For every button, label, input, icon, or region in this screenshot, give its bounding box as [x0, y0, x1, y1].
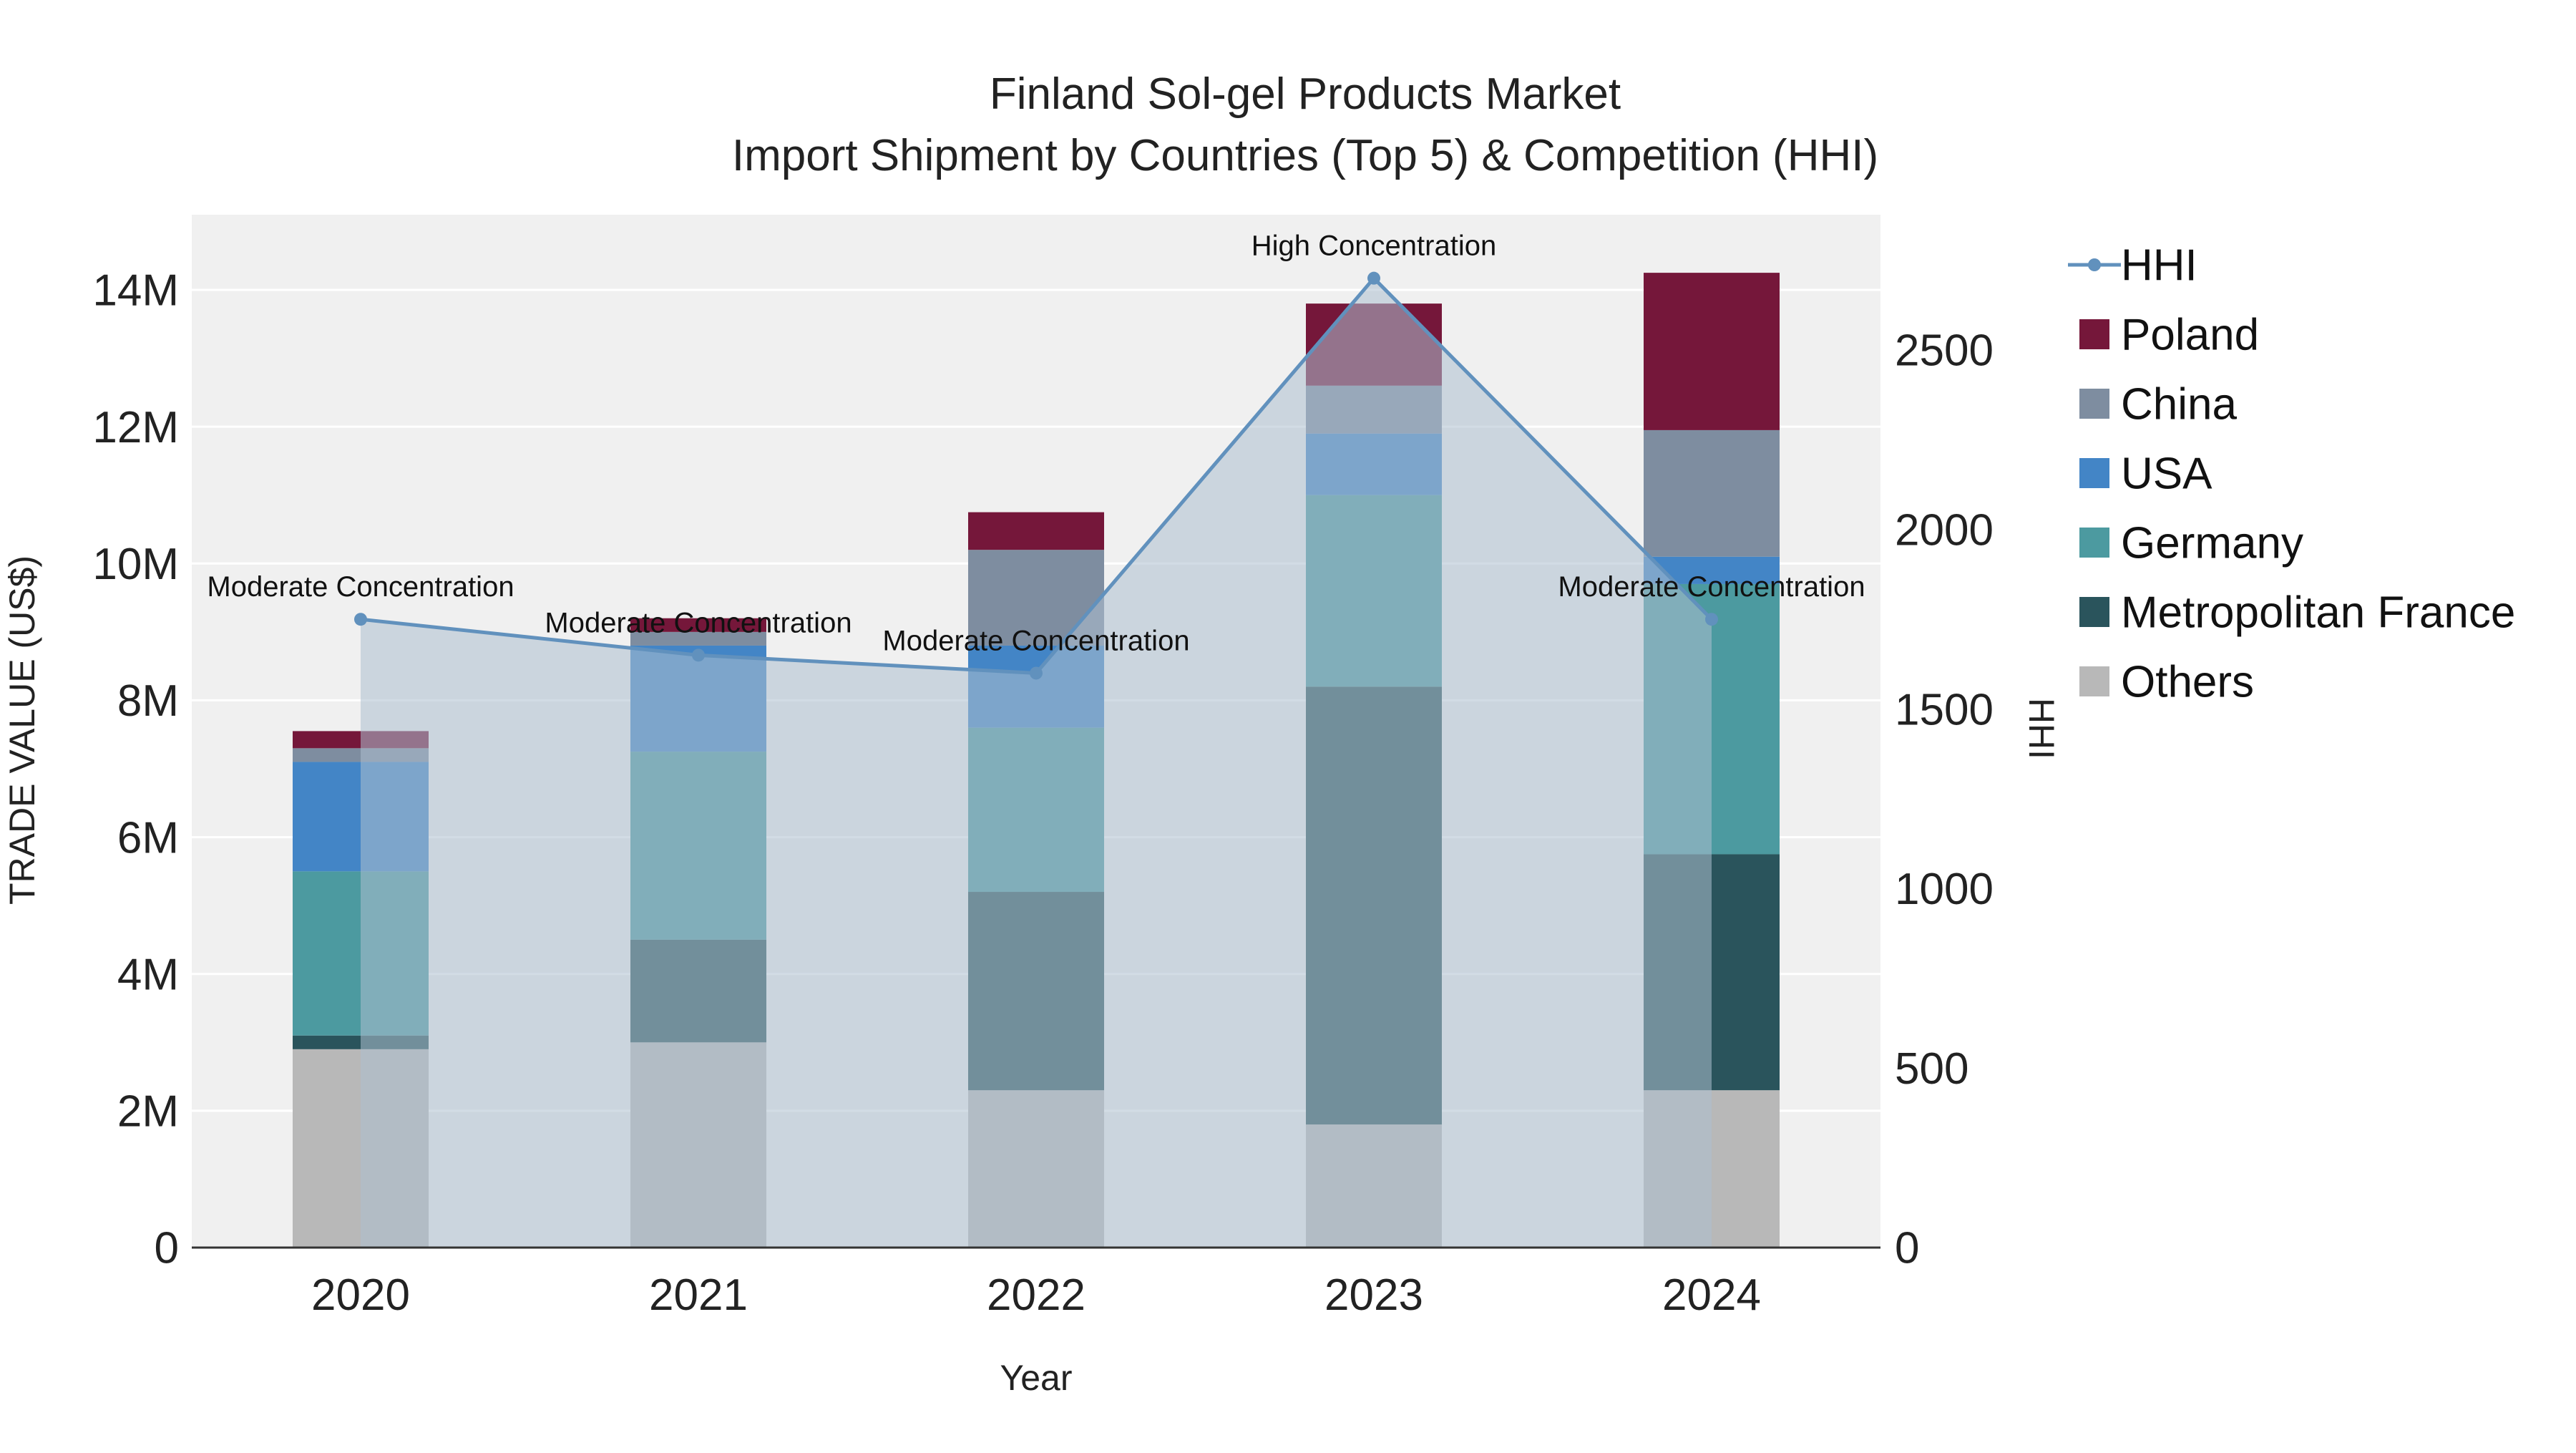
annotation-2024: Moderate Concentration	[1558, 571, 1865, 603]
y-left-tick-8m: 8M	[117, 676, 179, 726]
hhi-line-group	[354, 271, 1718, 1248]
hhi-area-fill	[361, 278, 1712, 1248]
y-left-tick-14m: 14M	[92, 266, 179, 316]
legend-item-poland[interactable]: Poland	[2079, 311, 2259, 360]
annotations-group: Moderate Concentration Moderate Concentra…	[207, 230, 1865, 657]
legend-item-others[interactable]: Others	[2079, 658, 2254, 707]
x-tick-label-2023: 2023	[1324, 1270, 1423, 1320]
y-left-tick-6m: 6M	[117, 813, 179, 862]
y-left-tick-10m: 10M	[92, 540, 179, 589]
legend-item-germany[interactable]: Germany	[2079, 519, 2303, 568]
bar-segment-china-2021	[630, 631, 766, 646]
annotation-2022: Moderate Concentration	[882, 625, 1189, 656]
y-axis-left-label: TRADE VALUE (US$)	[2, 555, 42, 905]
legend-swatch	[2079, 319, 2109, 349]
chart-title-line2: Import Shipment by Countries (Top 5) & C…	[732, 131, 1878, 180]
y-left-tick-4m: 4M	[117, 950, 179, 999]
hhi-marker-2021	[692, 648, 705, 662]
hhi-marker-2024	[1705, 613, 1718, 626]
x-axis-label: Year	[1000, 1358, 1072, 1398]
bar-segment-poland-2021	[630, 618, 766, 632]
x-tick-label-2020: 2020	[311, 1270, 410, 1320]
y-left-tick-12m: 12M	[92, 403, 179, 452]
legend-line-marker-icon	[2088, 258, 2101, 271]
x-tick-label-2024: 2024	[1662, 1270, 1761, 1320]
hhi-marker-2023	[1367, 271, 1380, 285]
y-right-tick-1500: 1500	[1895, 685, 1994, 734]
annotation-2023: High Concentration	[1252, 230, 1496, 262]
legend-item-hhi[interactable]: HHI	[2068, 241, 2197, 291]
annotation-2020: Moderate Concentration	[207, 571, 514, 603]
legend-label-usa: USA	[2121, 449, 2212, 499]
axes-group: 0 2M 4M 6M 8M 10M 12M 14M 0 500 1000 1500 2000 2500 20…	[92, 266, 1994, 1320]
legend-swatch	[2079, 666, 2109, 696]
y-right-tick-2500: 2500	[1895, 326, 1994, 376]
chart-title-line1: Finland Sol-gel Products Market	[990, 69, 1621, 119]
y-axis-right-label: HHI	[2021, 698, 2062, 759]
legend-label-metropolitan-france: Metropolitan France	[2121, 588, 2515, 638]
y-right-tick-1000: 1000	[1895, 865, 1994, 914]
legend-swatch	[2079, 528, 2109, 558]
y-right-tick-2000: 2000	[1895, 506, 1994, 555]
legend-label-poland: Poland	[2121, 311, 2259, 360]
legend-label-china: China	[2121, 380, 2238, 429]
y-right-tick-0: 0	[1895, 1224, 1919, 1273]
y-left-tick-0: 0	[155, 1224, 179, 1273]
legend-item-china[interactable]: China	[2079, 380, 2238, 429]
legend-swatch	[2079, 597, 2109, 627]
legend-swatch	[2079, 458, 2109, 488]
legend-item-usa[interactable]: USA	[2079, 449, 2212, 499]
annotation-2021: Moderate Concentration	[545, 607, 852, 638]
bar-segment-china-2024	[1644, 429, 1780, 557]
y-right-tick-500: 500	[1895, 1044, 1968, 1094]
legend-label-hhi: HHI	[2121, 241, 2197, 291]
legend: HHI Poland China USA Germany Metropolitan Fra…	[2068, 241, 2515, 707]
legend-item-metropolitan-france[interactable]: Metropolitan France	[2079, 588, 2515, 638]
bar-segment-poland-2024	[1644, 273, 1780, 430]
hhi-marker-2020	[354, 613, 367, 626]
bar-segment-poland-2022	[968, 512, 1104, 550]
y-left-tick-2m: 2M	[117, 1087, 179, 1137]
hhi-marker-2022	[1030, 666, 1043, 680]
legend-label-others: Others	[2121, 658, 2254, 707]
legend-label-germany: Germany	[2121, 519, 2303, 568]
x-tick-label-2021: 2021	[649, 1270, 748, 1320]
x-tick-label-2022: 2022	[987, 1270, 1085, 1320]
legend-swatch	[2079, 389, 2109, 419]
